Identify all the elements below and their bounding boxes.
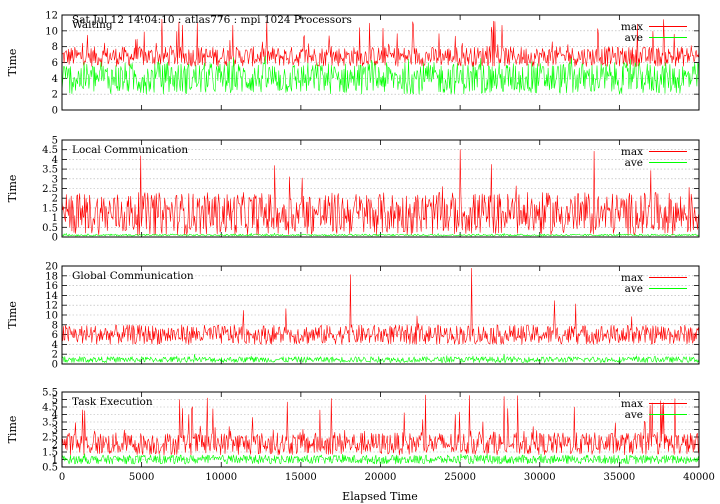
legend-label-max: max	[621, 21, 643, 33]
y-tick-label: 1.5	[42, 203, 58, 214]
series-ave-line	[61, 232, 700, 237]
chart-panels: 024681012WaitingTimemaxave00.511.522.533…	[6, 11, 715, 484]
y-tick-label: 4	[52, 410, 58, 421]
panel-label: Task Execution	[72, 396, 153, 408]
y-tick-label: 1	[52, 213, 58, 224]
series-ave-line	[61, 55, 700, 95]
panel-4: 0.511.522.533.544.555.5 0 5000 10000 15000 20…	[6, 388, 715, 484]
y-tick-label: 0	[52, 360, 58, 371]
chart-suptitle: Sat Jul 12 14:04:10 : atlas776 : mpi 102…	[72, 14, 352, 26]
x-tick-label: 5000	[129, 472, 154, 483]
y-tick-label: 3.5	[42, 165, 58, 176]
y-tick-label: 0	[52, 233, 58, 244]
legend-label-max: max	[621, 398, 643, 410]
y-tick-label: 18	[45, 271, 58, 282]
series-max-line	[61, 268, 700, 345]
x-tick-label: 20000	[365, 472, 397, 483]
y-tick-label: 0	[52, 106, 58, 117]
y-tick-label: 4.5	[42, 403, 58, 414]
y-tick-label: 1	[52, 455, 58, 466]
x-tick-label: 10000	[205, 472, 237, 483]
y-tick-label: 6	[52, 330, 58, 341]
y-tick-label: 10	[45, 311, 58, 322]
x-tick-label: 25000	[444, 472, 476, 483]
legend-label-max: max	[621, 272, 643, 284]
y-tick-label: 20	[45, 262, 58, 273]
y-tick-label: 5	[52, 136, 58, 147]
y-tick-label: 3.5	[42, 418, 58, 429]
y-tick-label: 16	[45, 281, 58, 292]
plot-frame	[61, 391, 700, 468]
x-axis-title: Elapsed Time	[342, 490, 418, 503]
x-tick-label: 0	[59, 472, 65, 483]
y-tick-label: 1.5	[42, 448, 58, 459]
legend-label-ave: ave	[625, 283, 643, 295]
legend-label-max: max	[621, 146, 643, 158]
x-tick-label: 15000	[285, 472, 317, 483]
plot-frame	[61, 265, 700, 365]
y-tick-label: 4.5	[42, 145, 58, 156]
y-tick-label: 2	[52, 194, 58, 205]
y-axis-title: Time	[6, 301, 19, 329]
legend-label-ave: ave	[625, 157, 643, 169]
panel-2: 00.511.522.533.544.55 Local Communication…	[6, 136, 700, 244]
y-tick-label: 12	[45, 11, 58, 22]
plot-frame	[61, 139, 700, 238]
y-tick-label: 6	[52, 58, 58, 69]
y-tick-label: 10	[45, 26, 58, 37]
y-tick-label: 2	[52, 350, 58, 361]
series-max-line	[61, 149, 700, 236]
y-tick-label: 14	[45, 291, 58, 302]
legend-label-ave: ave	[625, 409, 643, 421]
series-max-line	[61, 19, 700, 67]
y-tick-label: 4	[52, 155, 58, 166]
y-tick-label: 8	[52, 42, 58, 53]
series-ave-line	[61, 453, 700, 465]
y-tick-label: 8	[52, 320, 58, 331]
y-tick-label: 2.5	[42, 184, 58, 195]
series-ave-line	[61, 353, 700, 363]
y-tick-label: 2	[52, 440, 58, 451]
y-tick-label: 3	[52, 425, 58, 436]
y-axis-title: Time	[6, 175, 19, 203]
y-tick-label: 2.5	[42, 433, 58, 444]
y-tick-label: 0.5	[42, 223, 58, 234]
y-tick-label: 5	[52, 395, 58, 406]
plot-frame	[61, 14, 700, 111]
y-tick-label: 0.5	[42, 463, 58, 474]
legend-label-ave: ave	[625, 32, 643, 44]
series-max-line	[61, 394, 700, 456]
y-tick-label: 5.5	[42, 388, 58, 399]
y-tick-label: 12	[45, 301, 58, 312]
y-axis-title: Time	[6, 49, 19, 77]
y-tick-label: 3	[52, 174, 58, 185]
panel-label: Global Communication	[72, 270, 194, 282]
panel-label: Waiting	[72, 19, 113, 31]
y-tick-label: 4	[52, 340, 58, 351]
y-tick-label: 2	[52, 90, 58, 101]
panel-label: Local Communication	[72, 144, 188, 156]
x-tick-label: 30000	[524, 472, 556, 483]
x-tick-label: 40000	[683, 472, 715, 483]
y-tick-label: 4	[52, 74, 58, 85]
y-axis-title: Time	[6, 416, 19, 444]
x-tick-label: 35000	[603, 472, 635, 483]
